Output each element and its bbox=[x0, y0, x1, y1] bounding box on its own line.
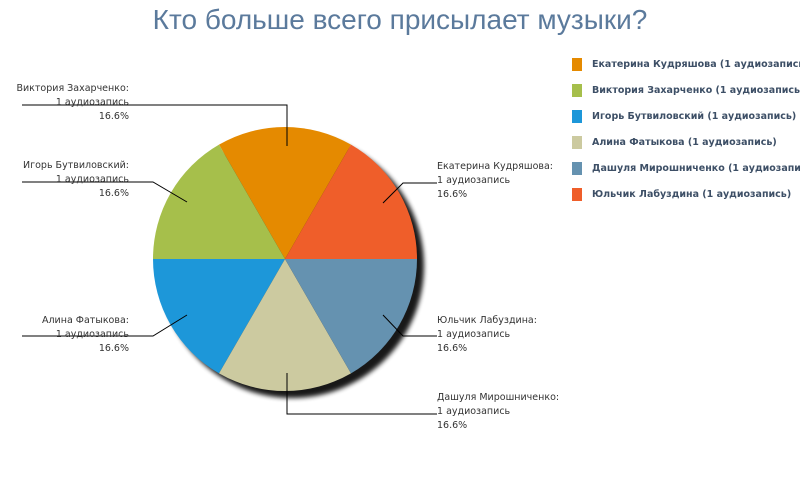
data-label: Игорь Бутвиловский: 1 аудиозапись 16.6% bbox=[23, 160, 129, 199]
pie-slice bbox=[219, 126, 351, 260]
pie-slice bbox=[153, 144, 285, 259]
legend-item: Дашуля Мирошниченко (1 аудиозапись) bbox=[572, 155, 800, 181]
pie-slices bbox=[153, 126, 417, 392]
pie-slice bbox=[219, 259, 351, 392]
legend-swatch bbox=[572, 187, 582, 201]
leader-line bbox=[22, 104, 288, 146]
data-label: Юльчик Лабуздина: 1 аудиозапись 16.6% bbox=[437, 315, 537, 354]
legend-swatch bbox=[572, 161, 582, 175]
legend: Екатерина Кудряшова (1 аудиозапись) Викто… bbox=[572, 51, 800, 207]
legend-label: Юльчик Лабуздина (1 аудиозапись) bbox=[592, 188, 792, 200]
pie-slice bbox=[285, 259, 417, 374]
legend-item: Екатерина Кудряшова (1 аудиозапись) bbox=[572, 51, 800, 77]
legend-label: Виктория Захарченко (1 аудиозапись) bbox=[592, 84, 800, 96]
legend-swatch bbox=[572, 57, 582, 71]
legend-item: Игорь Бутвиловский (1 аудиозапись) bbox=[572, 103, 800, 129]
data-label: Екатерина Кудряшова: 1 аудиозапись 16.6% bbox=[437, 161, 553, 200]
legend-label: Алина Фатыкова (1 аудиозапись) bbox=[592, 136, 777, 148]
legend-label: Игорь Бутвиловский (1 аудиозапись) bbox=[592, 110, 797, 122]
leader-line bbox=[22, 181, 188, 203]
label-leaders bbox=[22, 104, 437, 415]
chart-title: Кто больше всего присылает музыки? bbox=[152, 4, 648, 35]
legend-swatch bbox=[572, 109, 582, 123]
pie-slice bbox=[153, 259, 285, 374]
data-labels: Екатерина Кудряшова: 1 аудиозапись 16.6% Ви… bbox=[16, 83, 559, 431]
legend-swatch bbox=[572, 83, 582, 97]
leader-line bbox=[286, 373, 437, 415]
leader-line bbox=[382, 182, 437, 204]
data-label: Алина Фатыкова: 1 аудиозапись 16.6% bbox=[42, 315, 129, 354]
legend-item: Юльчик Лабуздина (1 аудиозапись) bbox=[572, 181, 800, 207]
data-label: Виктория Захарченко: 1 аудиозапись 16.6% bbox=[16, 83, 129, 122]
data-label: Дашуля Мирошниченко: 1 аудиозапись 16.6% bbox=[437, 392, 559, 431]
leader-line bbox=[382, 314, 437, 337]
pie-slice bbox=[285, 144, 417, 259]
legend-label: Дашуля Мирошниченко (1 аудиозапись) bbox=[592, 162, 800, 174]
legend-swatch bbox=[572, 135, 582, 149]
legend-label: Екатерина Кудряшова (1 аудиозапись) bbox=[592, 58, 800, 70]
legend-item: Виктория Захарченко (1 аудиозапись) bbox=[572, 77, 800, 103]
leader-line bbox=[22, 314, 188, 337]
legend-item: Алина Фатыкова (1 аудиозапись) bbox=[572, 129, 800, 155]
